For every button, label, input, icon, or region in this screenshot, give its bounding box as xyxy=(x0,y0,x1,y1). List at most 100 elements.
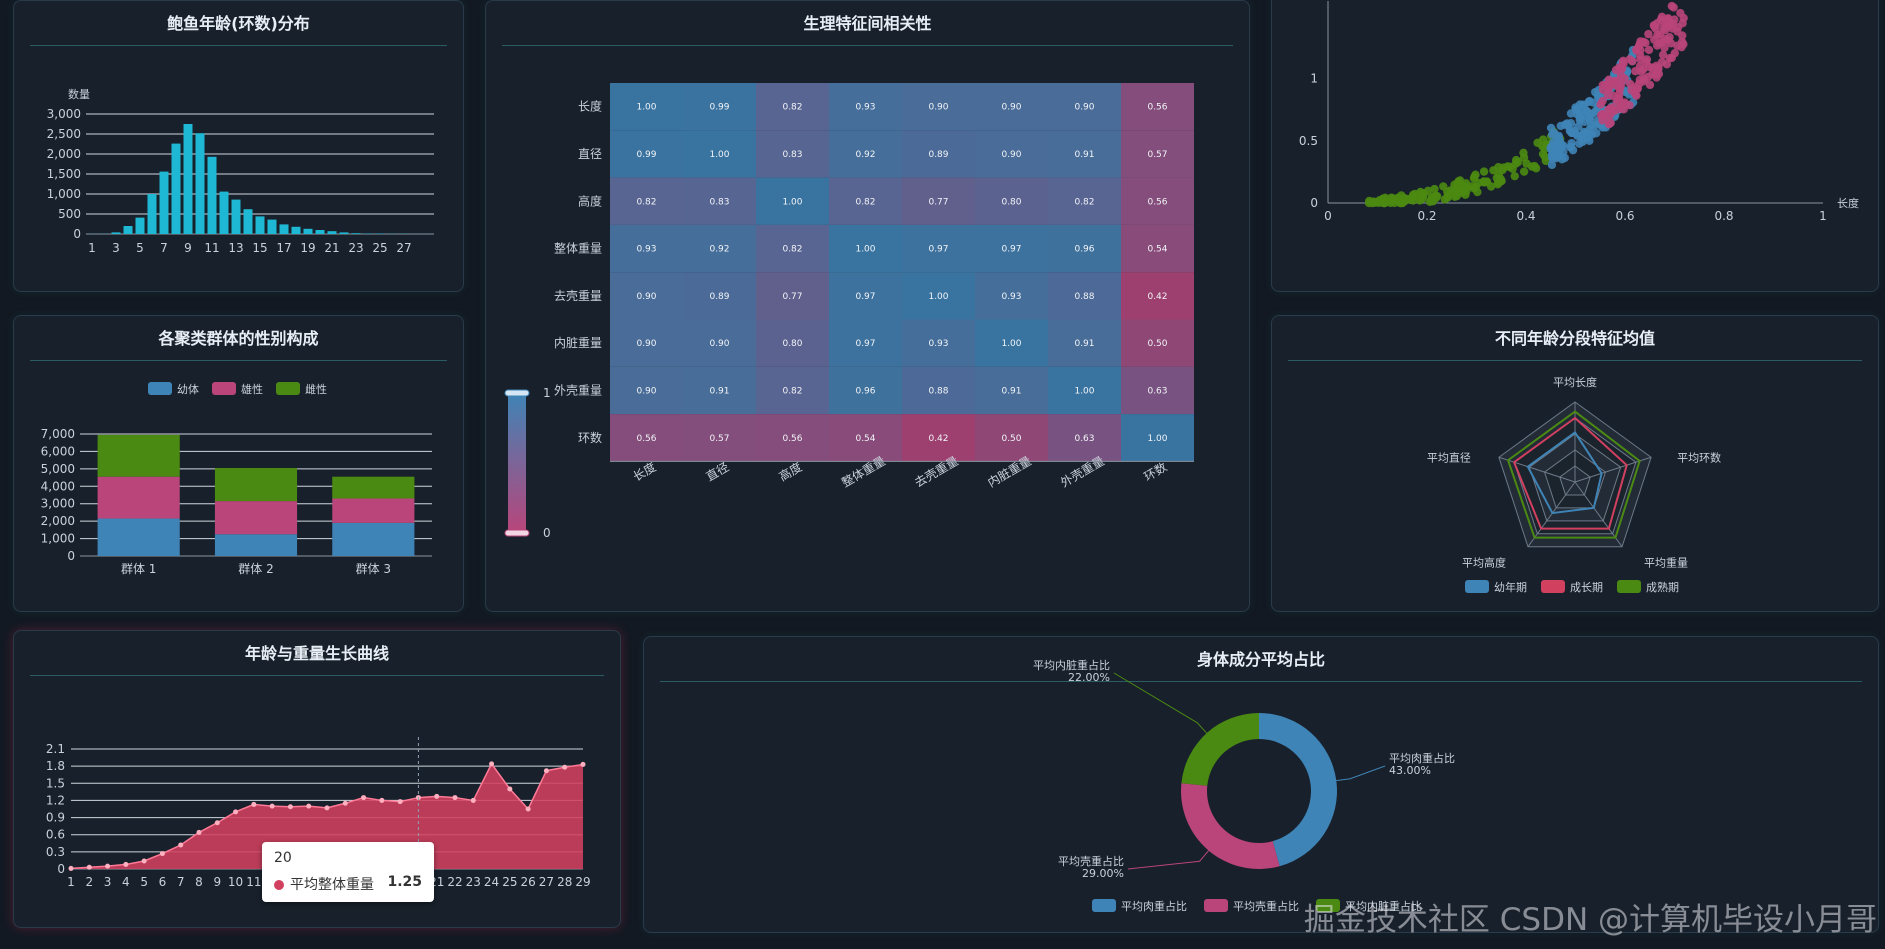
visual-map-bar xyxy=(508,393,526,533)
cell-value: 0.56 xyxy=(1147,197,1167,207)
cell-value: 0.91 xyxy=(1001,386,1021,396)
bar xyxy=(291,226,301,234)
scatter-point xyxy=(1617,102,1626,111)
x-tick-label: 17 xyxy=(276,241,291,255)
data-point xyxy=(287,804,293,810)
y-tick-label: 1,500 xyxy=(47,167,81,181)
radar-spoke xyxy=(1498,456,1576,483)
label-line xyxy=(1113,672,1208,734)
heat-cell xyxy=(829,366,902,415)
heat-cell xyxy=(975,272,1048,320)
area-fill xyxy=(71,763,583,869)
scatter-point xyxy=(1576,113,1585,123)
heat-cell xyxy=(1048,130,1121,178)
radar-indicator: 平均长度 xyxy=(1553,375,1597,389)
y-tick-label: 0 xyxy=(57,862,65,876)
scatter-point xyxy=(1679,40,1688,49)
y-tick-label: 2,000 xyxy=(41,514,75,528)
scatter-point xyxy=(1519,167,1529,176)
cell-value: 0.50 xyxy=(1147,339,1167,349)
x-tick-label: 3 xyxy=(112,241,120,255)
scatter-point xyxy=(1654,69,1664,79)
heat-cell xyxy=(1121,319,1194,367)
heat-cell xyxy=(1121,177,1194,225)
legend-label: 幼体 xyxy=(177,382,199,396)
x-tick-label: 5 xyxy=(140,875,148,889)
cell-value: 0.82 xyxy=(782,245,802,255)
heat-cell xyxy=(756,224,829,273)
heat-cell xyxy=(1048,83,1121,131)
heat-cell xyxy=(902,366,975,415)
heat-cell xyxy=(683,272,756,320)
y-tick-label: 0.9 xyxy=(46,811,65,825)
composition-donut: 平均肉重占比43.00%平均壳重占比29.00%平均内脏重占比22.00%平均肉… xyxy=(1033,658,1455,913)
panel-title: 生理特征间相关性 xyxy=(502,11,1233,46)
radar-indicator: 平均直径 xyxy=(1427,450,1471,464)
cell-value: 0.93 xyxy=(636,245,656,255)
row-label: 外壳重量 xyxy=(554,383,602,397)
cell-value: 0.82 xyxy=(855,197,875,207)
visual-map-handle-bottom xyxy=(504,529,530,537)
cell-value: 1.00 xyxy=(782,197,802,207)
scatter-panel: 0 0.2 0.4 0.6 0.8 1 0 0.5 1 长度 xyxy=(1271,0,1879,292)
x-tick-label: 7 xyxy=(177,875,185,889)
cell-value: 0.97 xyxy=(928,245,948,255)
cell-value: 0.91 xyxy=(1074,150,1094,160)
cell-value: 0.88 xyxy=(928,386,948,396)
cell-value: 0.96 xyxy=(1074,245,1094,255)
y-tick-label: 0.5 xyxy=(1299,134,1318,148)
col-label: 环数 xyxy=(1141,459,1169,484)
y-tick-label: 3,000 xyxy=(41,497,75,511)
heat-cell xyxy=(975,177,1048,225)
stack-segment xyxy=(214,501,298,535)
radar-indicator: 平均重量 xyxy=(1644,556,1688,570)
scatter-point xyxy=(1538,135,1548,144)
radar-panel: 不同年龄分段特征均值 平均长度 平均环数 平均重量 平均高度 平均直径 幼年期 成长期 成熟期 xyxy=(1271,315,1879,612)
stack-segment xyxy=(214,534,298,556)
heat-cell xyxy=(975,224,1048,273)
scatter-point xyxy=(1562,119,1572,128)
cluster-stacked-bar: 幼体 雄性 雌性 0 1,000 2,000 3,000 4,000 5,000 6,000 7,0… xyxy=(41,382,432,576)
bar xyxy=(303,228,313,234)
x-tick-label: 2 xyxy=(85,875,93,889)
scatter-point xyxy=(1482,177,1491,187)
cell-value: 0.54 xyxy=(855,434,875,444)
legend-swatch xyxy=(1316,899,1340,912)
legend-swatch xyxy=(1617,580,1641,593)
x-tick-label: 13 xyxy=(228,241,243,255)
y-tick-label: 1,000 xyxy=(47,187,81,201)
data-point xyxy=(489,761,495,767)
bar xyxy=(267,219,277,234)
scatter-point xyxy=(1450,192,1459,201)
cell-value: 0.93 xyxy=(928,339,948,349)
heat-cell xyxy=(683,83,756,131)
x-axis-title: 长度 xyxy=(1837,196,1859,210)
legend-swatch xyxy=(1541,580,1565,593)
cell-value: 0.96 xyxy=(855,386,875,396)
bar xyxy=(123,226,133,234)
scatter-point xyxy=(1389,194,1398,204)
data-point xyxy=(434,793,440,799)
y-tick-label: 2,000 xyxy=(47,147,81,161)
scatter-point xyxy=(1659,24,1668,33)
heat-cell xyxy=(829,224,902,273)
scatter-point xyxy=(1676,8,1685,18)
legend-swatch xyxy=(148,382,172,395)
data-point xyxy=(214,820,220,826)
heat-cell xyxy=(1121,130,1194,178)
legend-swatch xyxy=(276,382,300,395)
data-point xyxy=(470,797,476,803)
growth-tooltip: 20 平均整体重量 1.25 xyxy=(262,842,434,902)
heat-cell xyxy=(756,366,829,415)
heat-cell xyxy=(683,319,756,367)
cell-value: 0.90 xyxy=(1001,150,1021,160)
x-tick-label: 21 xyxy=(324,241,339,255)
col-label: 长度 xyxy=(630,459,658,484)
scatter-point xyxy=(1567,128,1576,138)
data-point xyxy=(562,764,568,770)
data-point xyxy=(452,795,458,801)
heat-cell xyxy=(902,224,975,273)
bar xyxy=(147,194,157,234)
cell-value: 0.97 xyxy=(1001,245,1021,255)
row-label: 直径 xyxy=(578,147,602,161)
